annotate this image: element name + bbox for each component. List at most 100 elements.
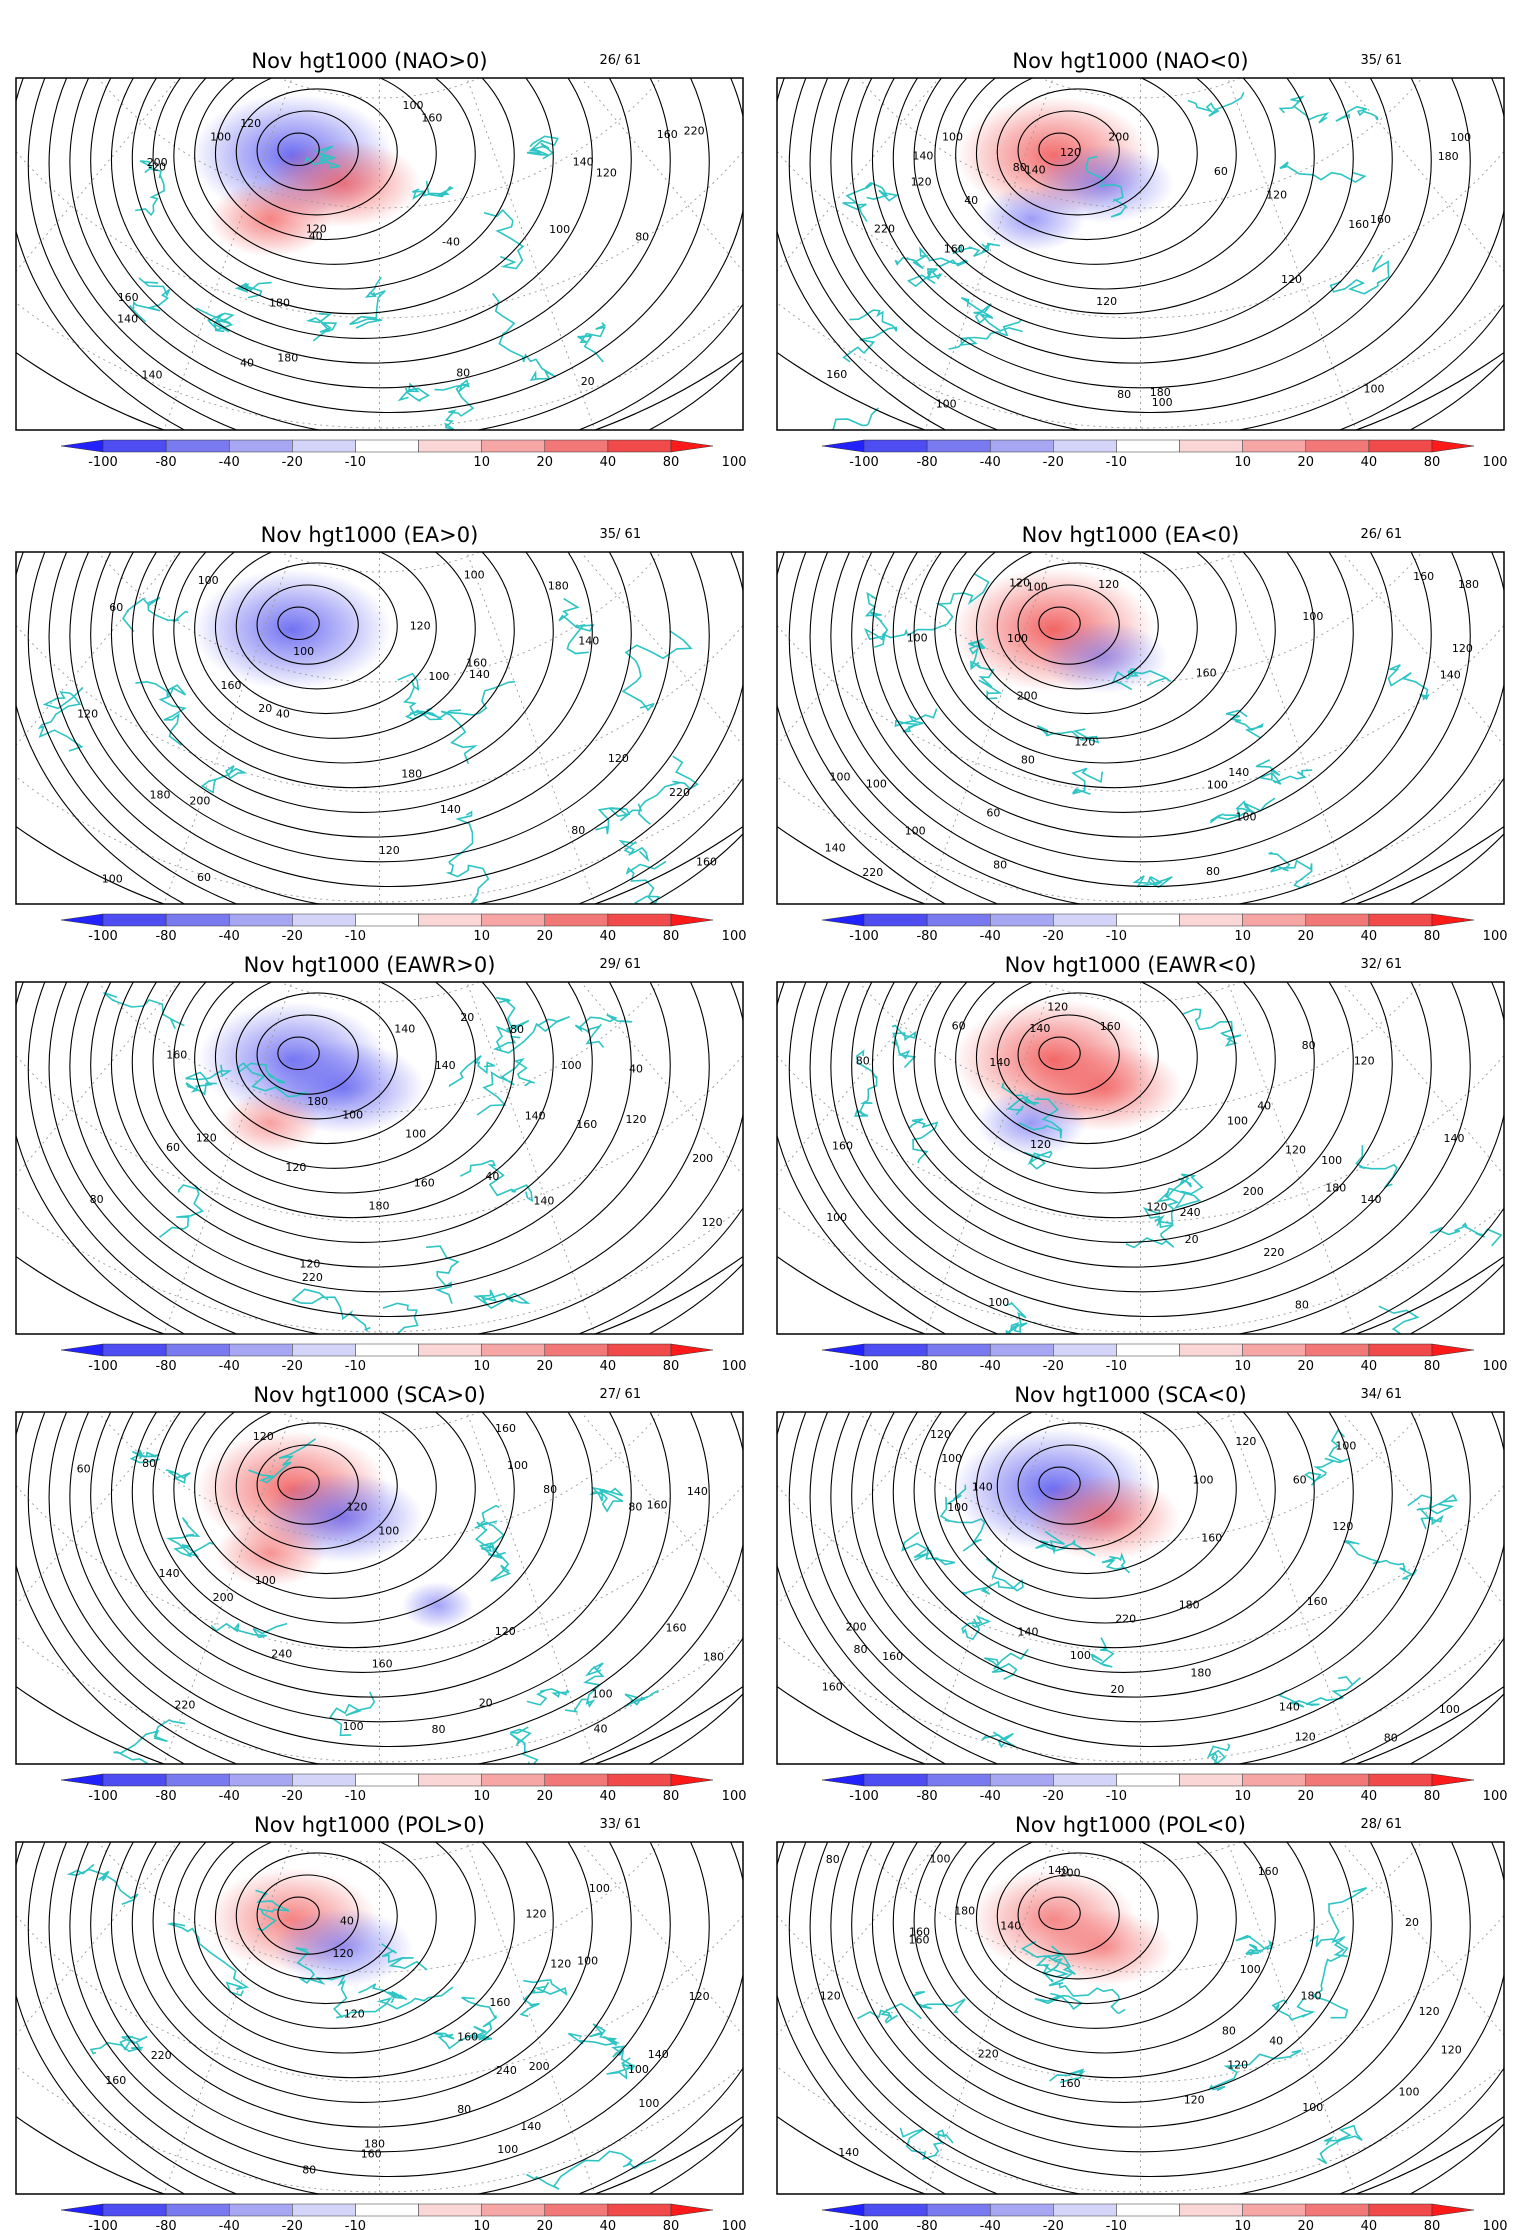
colorbar-label: 20 (537, 1789, 554, 1804)
contour-label: 200 (1060, 1867, 1081, 1880)
map-panel: Nov hgt1000 (POL>0) 33/ 61 160 120 80 40 160 10… (15, 1813, 747, 2230)
coastline (382, 1302, 419, 1334)
coastline (863, 591, 889, 641)
contour-label: 180 (364, 2137, 385, 2150)
contour-label: 120 (196, 1132, 217, 1145)
colorbar-label: 40 (1361, 455, 1378, 470)
colorbar-label: -40 (980, 1359, 1001, 1374)
colorbar-label: -80 (155, 929, 176, 944)
colorbar-label: 100 (722, 1789, 747, 1804)
colorbar-segment (544, 1773, 609, 1787)
contour-label: 120 (1285, 1143, 1306, 1156)
contour-label: 160 (576, 1118, 597, 1131)
contour-label: 100 (1207, 779, 1228, 792)
coastline (618, 839, 650, 863)
colorbar-min-arrow (821, 439, 865, 453)
contour-label: 80 (571, 824, 585, 837)
contour-label: 100 (592, 1688, 613, 1701)
height-contour (152, 982, 554, 1219)
height-contour (934, 78, 1276, 290)
contour-label: 180 (703, 1651, 724, 1664)
colorbar-segment (1242, 1343, 1307, 1357)
height-contour (277, 132, 320, 167)
contour-label: 80 (1013, 161, 1027, 174)
map-area: 100 80 120 140 60 20 40 100 140 160 180 200 220 240 12… (777, 982, 1504, 1334)
height-contour (152, 552, 554, 789)
contour-label: 80 (302, 2163, 316, 2176)
contour-label: 160 (361, 2148, 382, 2161)
contour-label: 140 (1000, 1919, 1021, 1932)
contour-label: 140 (1440, 668, 1461, 681)
height-contour (830, 1842, 1471, 2177)
contour-label: 140 (435, 1059, 456, 1072)
colorbar-min-arrow (60, 439, 104, 453)
contour-label: 220 (1263, 1246, 1284, 1259)
colorbar-min-arrow (821, 2203, 865, 2217)
colorbar-label: 100 (1483, 455, 1508, 470)
colorbar-segment (228, 913, 293, 927)
contour-label: 120 (526, 1907, 547, 1920)
contour-label: 120 (1354, 1055, 1375, 1068)
coastline (159, 1184, 205, 1238)
contour-label: 100 (549, 223, 570, 236)
contour-label: 180 (1190, 1666, 1211, 1679)
coastline (165, 1517, 214, 1558)
contour-label: 100 (947, 1501, 968, 1514)
colorbar-label: -10 (1106, 1359, 1127, 1374)
colorbar-segment (863, 2203, 928, 2217)
colorbar-label: 10 (1234, 1359, 1251, 1374)
contour-label: 100 (378, 1524, 399, 1537)
contour-label: 120 (1441, 2044, 1462, 2057)
coastline (1209, 797, 1276, 824)
colorbar-segment (1242, 439, 1307, 453)
colorbar-segment (1179, 1773, 1243, 1787)
coastline (248, 1438, 317, 1484)
coastline (1043, 1945, 1076, 1975)
height-contour (934, 552, 1276, 764)
panel-title: Nov hgt1000 (EA<0) (1022, 523, 1240, 547)
contour-label: 100 (1364, 383, 1385, 396)
colorbar-segment (544, 913, 609, 927)
colorbar-segment (481, 913, 546, 927)
map-area: 160 100 80 60 40 20 100 120 160 200 220 240 180 160 14… (16, 1412, 743, 1764)
contour-label: 120 (333, 1947, 354, 1960)
colorbar-label: -100 (849, 929, 879, 944)
height-contour (235, 1422, 398, 1550)
colorbar-segment (926, 913, 991, 927)
contour-label: 80 (1295, 1298, 1309, 1311)
coastline (210, 1622, 288, 1639)
colorbar-segment (1179, 913, 1243, 927)
contour-label: 160 (882, 1650, 903, 1663)
colorbar-segment (1179, 439, 1243, 453)
contour-label: 220 (862, 866, 883, 879)
contour-label: 140 (838, 2146, 859, 2159)
colorbar-segment (355, 1773, 419, 1787)
contour-label: 100 (342, 1108, 363, 1121)
height-contour (256, 1014, 359, 1095)
colorbar-segment (1053, 1343, 1117, 1357)
negative-anomaly-shading (193, 568, 392, 690)
height-contour (27, 982, 743, 1334)
height-contour (892, 552, 1354, 813)
colorbar: -100 -80 -40 -20 -10 10 20 40 80 100 (821, 913, 1508, 944)
height-contour (110, 78, 632, 364)
colorbar-segment (292, 913, 356, 927)
contour-label: 140 (1025, 164, 1046, 177)
colorbar-segment (863, 1773, 928, 1787)
positive-anomaly-shading (1036, 1909, 1173, 1986)
contour-label: 140 (1029, 1022, 1050, 1035)
map-panel: Nov hgt1000 (NAO>0) 26/ 61 100 80 40 20 140 -20… (15, 49, 747, 470)
map-area: 100 80 120 160 40 20 180 200 220 100 160 140 120 140 1… (777, 1842, 1504, 2194)
colorbar-max-arrow (670, 913, 714, 927)
contour-label: 240 (271, 1648, 292, 1661)
contour-label: 100 (1399, 2085, 1420, 2098)
contour-label: 20 (479, 1697, 493, 1710)
colorbar-max-arrow (1431, 1773, 1475, 1787)
contour-label: 180 (548, 579, 569, 592)
height-contour (1017, 1874, 1120, 1955)
contour-label: 140 (573, 155, 594, 168)
contour-label: 160 (1370, 213, 1391, 226)
contour-label: 100 (941, 1452, 962, 1465)
contour-label: 220 (1115, 1612, 1136, 1625)
contour-label: 220 (151, 2049, 172, 2062)
